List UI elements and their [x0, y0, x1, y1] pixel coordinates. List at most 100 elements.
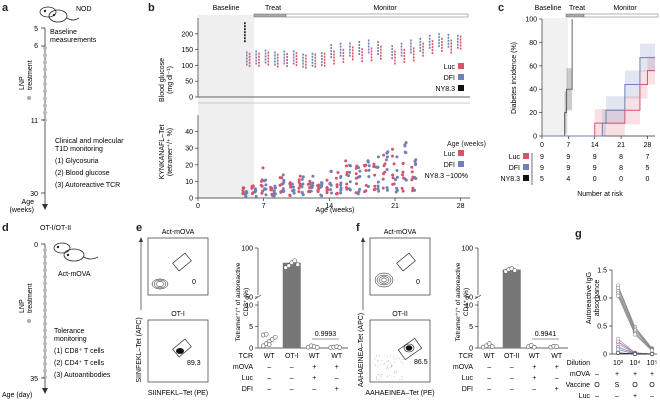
gate-value: 0 [416, 279, 420, 286]
ci-band-dfi [602, 109, 607, 136]
tick-label: 0 [34, 242, 38, 249]
panel-label-e: e [136, 222, 143, 234]
data-point-dfi [311, 181, 315, 185]
legend-swatch-luc [458, 63, 464, 69]
data-point-luc [392, 162, 396, 166]
legend-swatch-dfi [458, 161, 464, 167]
condition-value: + [633, 393, 637, 400]
condition-value: – [335, 375, 339, 382]
x-tick-label: 21 [391, 203, 399, 210]
flow-event [377, 360, 379, 362]
data-point-luc [261, 166, 265, 170]
flow-event [387, 360, 389, 362]
data-point-dfi [300, 191, 304, 195]
flow-plot-e: Act-mOVA 0 OT-I 89.3 SIINFEKL–Tet (PE) S… [136, 229, 209, 397]
flow-event [394, 372, 396, 374]
condition-value: + [615, 371, 619, 378]
flow-top-title: Act-mOVA [384, 229, 417, 236]
tick-label: 5 [34, 26, 38, 33]
legend-ny83: NY8.3 [436, 86, 456, 93]
monitor-bar [583, 13, 659, 18]
legend-luc: Luc [444, 151, 456, 158]
y-tick-label: 40 [529, 87, 537, 94]
lnp-legend-label: LNP [19, 299, 26, 313]
data-point-dfi [292, 185, 296, 189]
data-point [632, 351, 638, 357]
flow-event [376, 379, 378, 381]
condition-label: DFI [462, 386, 473, 393]
data-point-luc [335, 185, 339, 189]
data-point-luc [279, 190, 283, 194]
risk-table: Luc 9 9 9 8 7 DFI 9 9 9 8 5 NY8.3 5 4 0 0 0 [501, 153, 650, 185]
x-tick-label: 14 [591, 142, 599, 149]
data-point-dfi [273, 184, 277, 188]
flow-event [383, 363, 385, 365]
data-point [260, 343, 266, 349]
mouse-label: Act-mOVA [58, 271, 91, 278]
panel-e: Act-mOVA 0 OT-I 89.3 SIINFEKL–Tet (PE) S… [136, 229, 348, 397]
data-point-dfi [356, 166, 360, 170]
data-point-dfi [395, 188, 399, 192]
y-tick-label: 10 [245, 303, 253, 310]
data-point-dfi [367, 168, 371, 172]
data-point-dfi [366, 160, 370, 164]
data-point-dfi [264, 183, 268, 187]
lnp-dot [43, 261, 47, 266]
data-point-dfi [281, 187, 285, 191]
panel-label-f: f [356, 222, 360, 234]
mouse-icon [39, 6, 80, 23]
data-point-dfi [292, 191, 296, 195]
data-point [615, 347, 621, 352]
flow-event [380, 375, 382, 377]
data-point-dfi [376, 155, 380, 159]
data-point-dfi [244, 190, 248, 194]
condition-value: – [595, 393, 599, 400]
data-point-dfi [347, 174, 351, 178]
legend-swatch-ny8.3 [523, 175, 529, 181]
list-item: (1) Glycosuria [55, 158, 99, 165]
flow-scatter [373, 355, 404, 381]
y-axis-label: CD4⁺ (%) [463, 288, 470, 316]
y-axis-label: Autoreactive IgG [586, 272, 593, 324]
phase-label-baseline: Baseline [213, 5, 240, 12]
data-point-luc [400, 186, 404, 190]
data-point-dfi [300, 178, 304, 182]
lnp-dot [43, 254, 47, 259]
lnp-dot [43, 274, 47, 279]
flow-x-label: SIINFEKL–Tet (PE) [148, 390, 208, 397]
flow-event [386, 366, 388, 368]
condition-value: – [510, 364, 514, 371]
data-point-dfi [254, 194, 258, 198]
data-point-dfi [357, 190, 361, 194]
data-point-dfi [244, 194, 248, 198]
flow-event [378, 355, 380, 357]
data-point-luc [381, 186, 385, 190]
flow-event [401, 376, 403, 378]
contour [403, 343, 415, 353]
data-point-luc [345, 170, 349, 174]
condition-value: WT [551, 353, 563, 360]
data-point-luc [410, 170, 414, 174]
legend-swatch-dfi [523, 164, 529, 170]
flow-event [386, 360, 388, 362]
flow-event [375, 355, 377, 357]
data-point-dfi [348, 188, 352, 192]
y-tick-label: 100 [241, 246, 253, 253]
data-point [615, 285, 621, 291]
x-tick-label: 7 [566, 142, 570, 149]
y-tick-label: 0 [533, 134, 537, 141]
x-tick-label: 10⁴ [630, 360, 641, 367]
risk-table-title: Number at risk [577, 191, 623, 198]
lnp-legend-label: LNP [19, 76, 26, 90]
data-point-dfi [281, 173, 285, 177]
y-axis-label: (tetramer⁺/⁺ %) [167, 128, 174, 176]
data-point [486, 341, 492, 346]
flow-event [374, 364, 376, 366]
list-item: (2) CD4⁺ T cells [54, 360, 105, 367]
condition-value: + [555, 386, 559, 393]
y-tick-label: 0 [189, 196, 193, 203]
panel-f: Act-mOVA 0 OT-II 86.5 AAHAEINEA–Tet (PE)… [358, 229, 568, 397]
series-line [617, 285, 653, 349]
condition-value: + [650, 371, 654, 378]
